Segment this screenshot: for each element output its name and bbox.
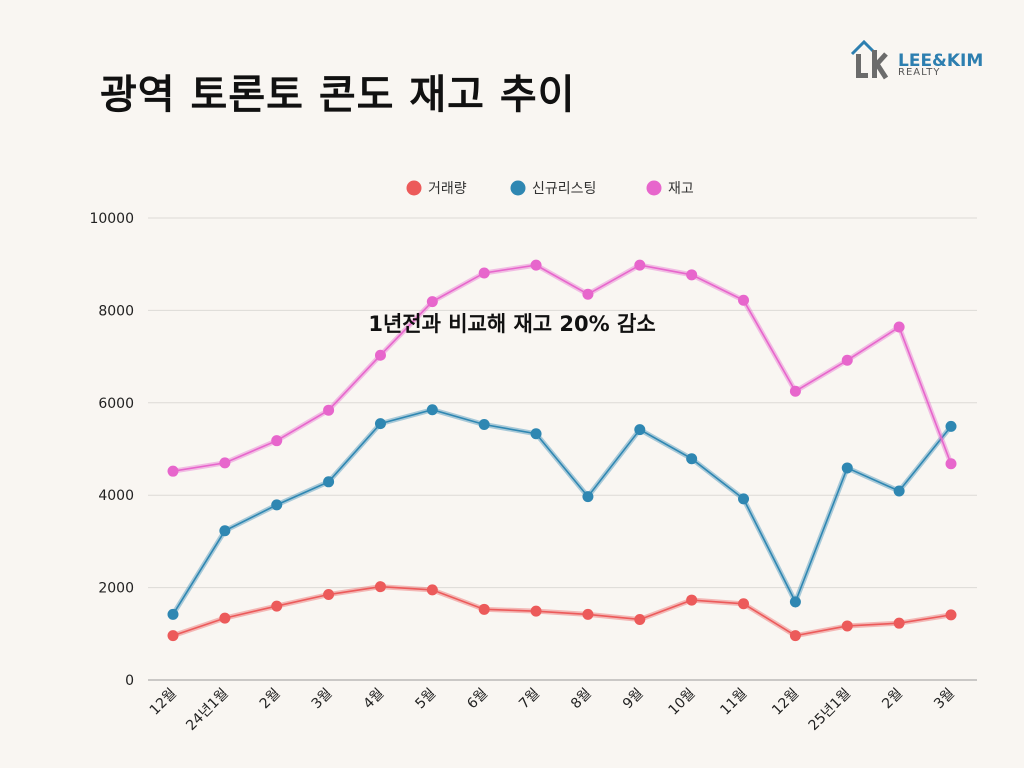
- company-logo: LEE&KIM REALTY: [850, 38, 990, 82]
- data-point[interactable]: [167, 630, 179, 642]
- series-line: [172, 264, 952, 472]
- data-point[interactable]: [167, 608, 179, 620]
- series-line: [172, 408, 952, 615]
- chart-legend[interactable]: 거래량 신규리스팅 재고: [406, 180, 694, 198]
- x-tick-label: 3월: [309, 686, 336, 713]
- data-point[interactable]: [738, 598, 750, 610]
- data-point[interactable]: [893, 617, 905, 629]
- x-tick-label: 4월: [361, 686, 388, 713]
- page-title: 광역 토론토 콘도 재고 추이: [100, 72, 576, 118]
- data-point[interactable]: [582, 491, 594, 503]
- data-point[interactable]: [530, 428, 542, 440]
- data-point[interactable]: [219, 457, 231, 469]
- legend-label: 거래량: [428, 181, 467, 197]
- x-tick-label: 5월: [412, 686, 439, 713]
- x-tick-label: 2월: [257, 686, 284, 713]
- data-point[interactable]: [271, 600, 283, 612]
- y-tick-label: 10000: [89, 211, 134, 227]
- x-tick-label: 12월: [147, 686, 180, 719]
- house-logo-icon: [850, 39, 889, 80]
- data-point[interactable]: [738, 493, 750, 505]
- logo-text-realty: REALTY: [898, 67, 941, 78]
- data-point[interactable]: [374, 581, 386, 593]
- data-point[interactable]: [686, 269, 698, 281]
- x-tick-label: 6월: [464, 686, 491, 713]
- data-point[interactable]: [789, 385, 801, 397]
- x-tick-label: 2월: [879, 686, 906, 713]
- data-point[interactable]: [426, 404, 438, 416]
- legend-label: 재고: [668, 181, 694, 197]
- data-point[interactable]: [374, 349, 386, 361]
- data-point[interactable]: [426, 296, 438, 308]
- x-tick-label: 3월: [931, 686, 958, 713]
- series-3: [167, 259, 957, 477]
- x-tick-label: 8월: [568, 686, 595, 713]
- y-tick-label: 6000: [98, 396, 134, 412]
- y-axis-ticks: 0 2000 4000 6000 8000 10000: [89, 211, 134, 689]
- data-point[interactable]: [893, 485, 905, 497]
- x-tick-label: 7월: [516, 686, 543, 713]
- data-point[interactable]: [634, 259, 646, 271]
- series-line-glow: [170, 407, 953, 616]
- data-point[interactable]: [582, 288, 594, 300]
- logo-text-lee-kim: LEE&KIM: [898, 51, 984, 71]
- data-point[interactable]: [219, 525, 231, 537]
- data-point[interactable]: [945, 609, 957, 621]
- data-point[interactable]: [478, 267, 490, 279]
- data-point[interactable]: [271, 499, 283, 511]
- data-point[interactable]: [167, 465, 179, 477]
- data-point[interactable]: [738, 294, 750, 306]
- x-tick-label: 11월: [717, 686, 750, 719]
- y-tick-label: 0: [125, 673, 134, 689]
- data-point[interactable]: [686, 594, 698, 606]
- data-point[interactable]: [478, 603, 490, 615]
- series-1: [167, 581, 957, 642]
- y-tick-label: 8000: [98, 303, 134, 319]
- legend-marker: [510, 180, 526, 196]
- x-tick-label: 25년1월: [806, 686, 854, 734]
- data-point[interactable]: [323, 476, 335, 488]
- data-point[interactable]: [426, 584, 438, 596]
- legend-item[interactable]: 재고: [646, 180, 694, 198]
- data-point[interactable]: [219, 612, 231, 624]
- series-2: [167, 404, 957, 620]
- data-point[interactable]: [789, 596, 801, 608]
- data-point[interactable]: [530, 259, 542, 271]
- data-point[interactable]: [478, 419, 490, 431]
- data-point[interactable]: [323, 404, 335, 416]
- data-point[interactable]: [374, 418, 386, 430]
- legend-label: 신규리스팅: [532, 181, 596, 197]
- data-point[interactable]: [530, 605, 542, 617]
- chart-annotation: 1년전과 비교해 재고 20% 감소: [368, 312, 655, 336]
- data-point[interactable]: [634, 613, 646, 625]
- y-tick-label: 4000: [98, 488, 134, 504]
- series-line: [172, 585, 952, 637]
- data-point[interactable]: [945, 458, 957, 470]
- data-point[interactable]: [893, 321, 905, 333]
- legend-item[interactable]: 거래량: [406, 180, 467, 198]
- data-point[interactable]: [634, 424, 646, 436]
- x-axis-ticks: 12월 24년1월 2월 3월 4월 5월 6월 7월 8월 9월 10월 11월 12월 25년1월 2월…: [147, 686, 958, 734]
- data-point[interactable]: [841, 354, 853, 366]
- data-point[interactable]: [841, 462, 853, 474]
- data-point[interactable]: [582, 608, 594, 620]
- data-point[interactable]: [686, 453, 698, 465]
- x-tick-label: 10월: [665, 686, 698, 719]
- data-point[interactable]: [841, 620, 853, 632]
- series-group: [167, 259, 957, 642]
- legend-item[interactable]: 신규리스팅: [510, 180, 597, 198]
- x-tick-label: 9월: [620, 686, 647, 713]
- x-tick-label: 12월: [769, 686, 802, 719]
- legend-marker: [646, 180, 662, 196]
- legend-marker: [406, 180, 422, 196]
- grid-lines: [148, 217, 977, 681]
- data-point[interactable]: [945, 420, 957, 432]
- data-point[interactable]: [271, 435, 283, 447]
- x-tick-label: 24년1월: [183, 686, 231, 734]
- y-tick-label: 2000: [98, 581, 134, 597]
- data-point[interactable]: [789, 630, 801, 642]
- data-point[interactable]: [323, 589, 335, 601]
